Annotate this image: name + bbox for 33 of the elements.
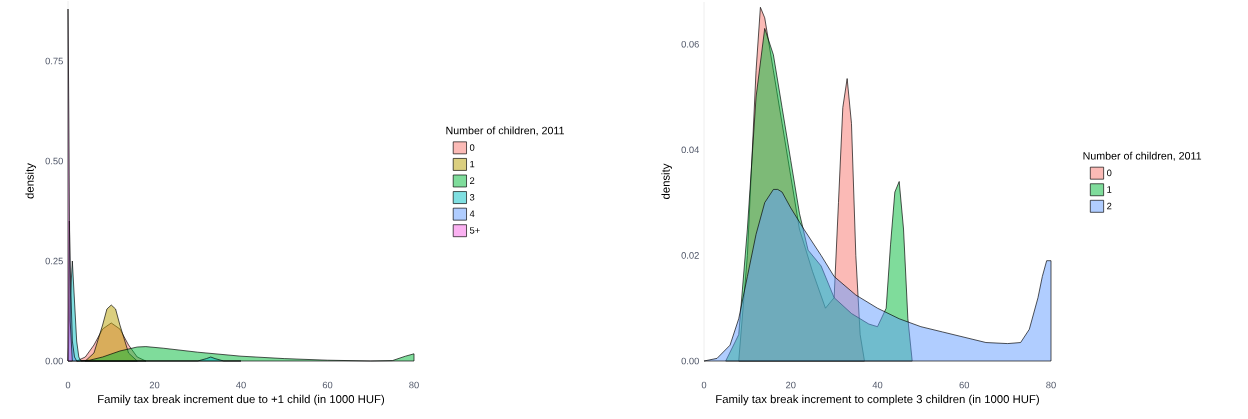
- x-tick-label: 0: [65, 381, 71, 389]
- legend-title: Number of children, 2011: [1083, 151, 1202, 161]
- y-axis-title: density: [25, 163, 36, 199]
- x-axis-title: Family tax break increment due to +1 child (in 1000 HUF): [98, 394, 385, 406]
- x-tick-label: 20: [149, 381, 160, 389]
- x-tick-label: 80: [409, 381, 419, 389]
- y-tick-label: 0.50: [45, 157, 63, 165]
- legend-label: 1: [470, 160, 475, 168]
- y-tick-label: 0.00: [681, 357, 699, 365]
- legend-label: 2: [1107, 202, 1112, 210]
- legend-label: 0: [469, 144, 475, 151]
- x-tick-label: 60: [322, 381, 333, 389]
- legend-label: 0: [1106, 169, 1112, 177]
- y-tick-label: 0.02: [681, 252, 699, 259]
- y-tick-label: 0.06: [681, 40, 699, 48]
- y-tick-label: 0.04: [681, 146, 700, 154]
- x-tick-label: 40: [236, 381, 246, 389]
- x-tick-label: 20: [786, 381, 796, 389]
- legend-label: 4: [469, 210, 475, 218]
- legend-title: Number of children, 2011: [446, 126, 564, 136]
- y-axis-title: density: [661, 163, 672, 199]
- x-axis-title: Family tax break increment to complete 3 children (in 1000 HUF): [716, 394, 1039, 406]
- x-tick-label: 40: [872, 381, 883, 389]
- legend-label: 3: [469, 193, 475, 201]
- legend-label: 5+: [469, 227, 480, 234]
- y-tick-label: 0.75: [45, 57, 63, 65]
- legend-label: 2: [470, 177, 475, 184]
- x-tick-label: 80: [1046, 381, 1056, 389]
- x-tick-label: 60: [959, 381, 970, 389]
- legend-label: 1: [1107, 186, 1112, 193]
- y-tick-label: 0.00: [45, 357, 63, 365]
- y-tick-label: 0.25: [45, 257, 63, 265]
- x-tick-label: 0: [701, 381, 707, 389]
